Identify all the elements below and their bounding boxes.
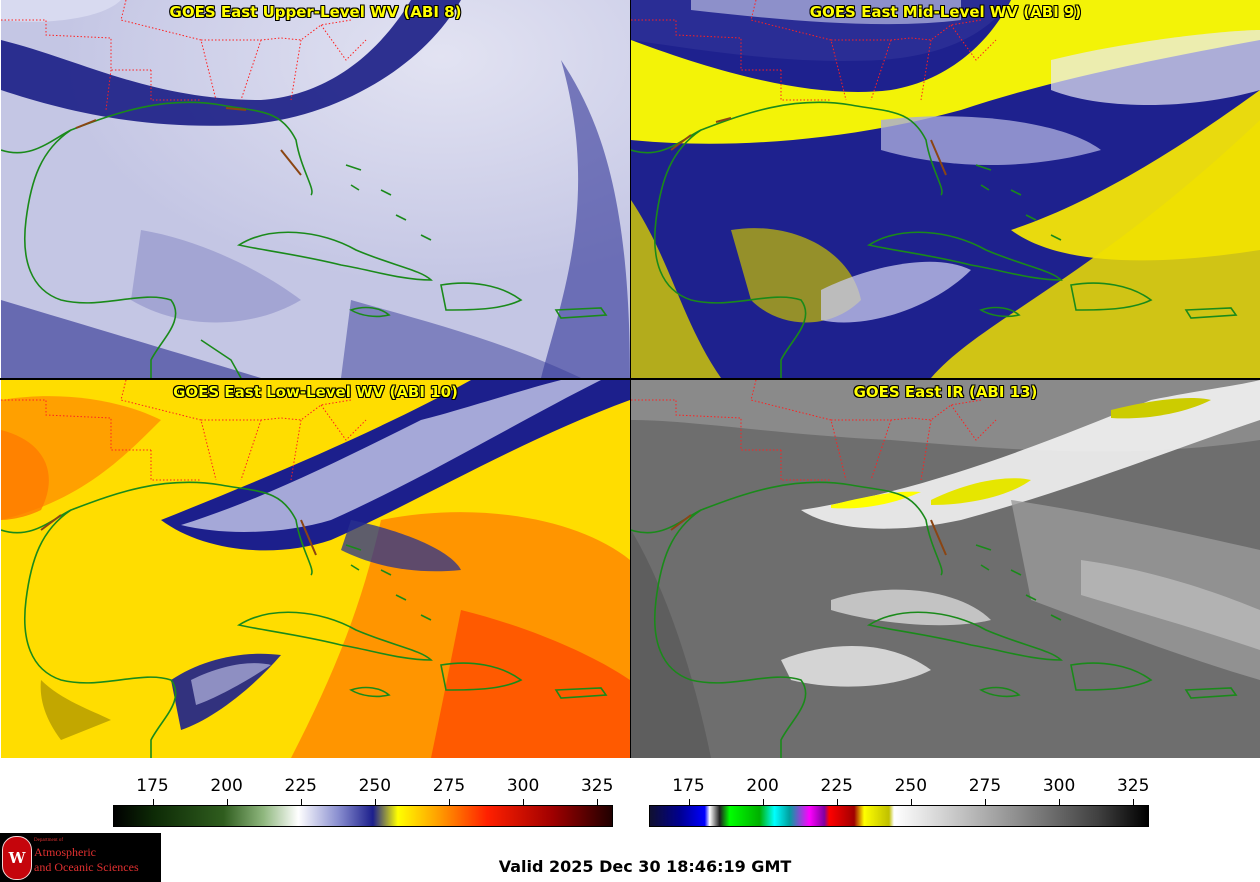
panel-divider-horizontal bbox=[0, 378, 1260, 380]
logo-line3: and Oceanic Sciences bbox=[34, 860, 139, 874]
ir-tick-label: 300 bbox=[1042, 776, 1076, 796]
wv-tick-label: 250 bbox=[358, 776, 392, 796]
wv-tick-label: 300 bbox=[506, 776, 540, 796]
ir-tick-mark bbox=[910, 799, 912, 805]
wv-tick-mark bbox=[152, 799, 154, 805]
ir-tick-mark bbox=[836, 799, 838, 805]
wv-tick-label: 200 bbox=[210, 776, 243, 796]
ir-tick-label: 225 bbox=[820, 776, 853, 796]
wv-tick-mark bbox=[226, 799, 228, 805]
upper-level-wv-title: GOES East Upper-Level WV (ABI 8) bbox=[169, 3, 462, 21]
mid-level-wv-image bbox=[631, 0, 1260, 378]
upper-level-wv-panel: GOES East Upper-Level WV (ABI 8) bbox=[1, 0, 630, 378]
ir-tick-mark bbox=[984, 799, 986, 805]
ir-tick-mark bbox=[1059, 799, 1061, 805]
ir-tick-label: 325 bbox=[1116, 776, 1150, 796]
ir-tick-label: 200 bbox=[746, 776, 779, 796]
wv-tick-label: 275 bbox=[432, 776, 466, 796]
wv-tick-mark bbox=[523, 799, 525, 805]
ir-tick-label: 175 bbox=[672, 776, 705, 796]
ir-colorbar bbox=[649, 805, 1149, 827]
wv-tick-mark bbox=[374, 799, 376, 805]
upper-level-wv-image bbox=[1, 0, 630, 378]
wv-tick-label: 325 bbox=[580, 776, 614, 796]
aos-logo: W Department of Atmospheric and Oceanic … bbox=[0, 833, 161, 882]
wv-tick-label: 225 bbox=[284, 776, 317, 796]
low-level-wv-panel: GOES East Low-Level WV (ABI 10) bbox=[1, 380, 630, 758]
low-level-wv-image bbox=[1, 380, 630, 758]
ir-tick-mark bbox=[762, 799, 764, 805]
mid-level-wv-title: GOES East Mid-Level WV (ABI 9) bbox=[809, 3, 1082, 21]
mid-level-wv-panel: GOES East Mid-Level WV (ABI 9) bbox=[631, 0, 1260, 378]
uw-seal-icon: W bbox=[2, 836, 32, 880]
ir-title: GOES East IR (ABI 13) bbox=[853, 383, 1038, 401]
wv-tick-mark bbox=[300, 799, 302, 805]
logo-line2: Atmospheric bbox=[34, 845, 96, 859]
ir-tick-label: 275 bbox=[968, 776, 1002, 796]
low-level-wv-title: GOES East Low-Level WV (ABI 10) bbox=[173, 383, 458, 401]
logo-line1: Department of bbox=[34, 838, 64, 843]
wv-colorbar bbox=[113, 805, 613, 827]
ir-image bbox=[631, 380, 1260, 758]
ir-panel: GOES East IR (ABI 13) bbox=[631, 380, 1260, 758]
ir-tick-mark bbox=[688, 799, 690, 805]
valid-time: Valid 2025 Dec 30 18:46:19 GMT bbox=[498, 857, 792, 876]
wv-tick-mark bbox=[597, 799, 599, 805]
wv-tick-mark bbox=[448, 799, 450, 805]
ir-tick-mark bbox=[1133, 799, 1135, 805]
ir-tick-label: 250 bbox=[894, 776, 928, 796]
wv-tick-label: 175 bbox=[136, 776, 169, 796]
